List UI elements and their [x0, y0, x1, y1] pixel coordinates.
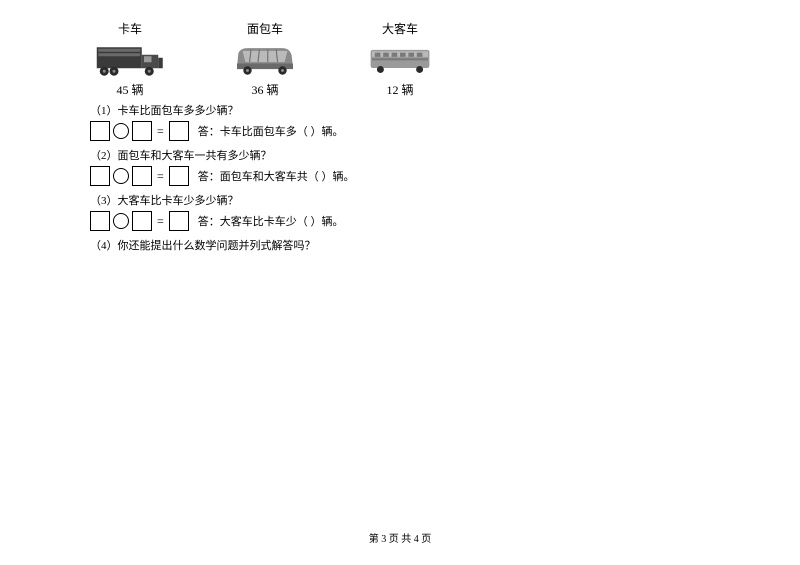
- answer-3: 答：大客车比卡车少（ ）辆。: [198, 213, 344, 229]
- vehicle-van: 面包车 36 辆: [225, 20, 305, 98]
- van-count: 36 辆: [251, 81, 278, 98]
- operator-circle[interactable]: [113, 123, 129, 139]
- operand-box[interactable]: [90, 211, 110, 231]
- result-box[interactable]: [169, 121, 189, 141]
- equation-2: = 答：面包车和大客车共（ ）辆。: [90, 166, 710, 186]
- question-2: （2）面包车和大客车一共有多少辆？: [90, 147, 710, 163]
- vehicle-row: 卡车 45 辆 面包车: [90, 20, 710, 98]
- operator-circle[interactable]: [113, 213, 129, 229]
- bus-label: 大客车: [382, 20, 418, 37]
- operand-box[interactable]: [132, 211, 152, 231]
- equation-3: = 答：大客车比卡车少（ ）辆。: [90, 211, 710, 231]
- result-box[interactable]: [169, 166, 189, 186]
- equation-1: = 答：卡车比面包车多（ ）辆。: [90, 121, 710, 141]
- equals-sign: =: [157, 124, 164, 139]
- van-icon: [228, 41, 303, 79]
- question-4: （4）你还能提出什么数学问题并列式解答吗？: [90, 237, 710, 253]
- vehicle-bus: 大客车 12 辆: [360, 20, 440, 98]
- question-3: （3）大客车比卡车少多少辆？: [90, 192, 710, 208]
- equals-sign: =: [157, 169, 164, 184]
- operand-box[interactable]: [132, 166, 152, 186]
- van-label: 面包车: [247, 20, 283, 37]
- result-box[interactable]: [169, 211, 189, 231]
- operand-box[interactable]: [90, 166, 110, 186]
- bus-icon: [363, 41, 438, 79]
- truck-count: 45 辆: [116, 81, 143, 98]
- operator-circle[interactable]: [113, 168, 129, 184]
- page-footer: 第 3 页 共 4 页: [0, 530, 800, 545]
- answer-1: 答：卡车比面包车多（ ）辆。: [198, 123, 344, 139]
- truck-icon: [93, 41, 168, 79]
- answer-2: 答：面包车和大客车共（ ）辆。: [198, 168, 355, 184]
- operand-box[interactable]: [90, 121, 110, 141]
- truck-label: 卡车: [118, 20, 142, 37]
- bus-count: 12 辆: [386, 81, 413, 98]
- equals-sign: =: [157, 214, 164, 229]
- operand-box[interactable]: [132, 121, 152, 141]
- question-1: （1）卡车比面包车多多少辆？: [90, 102, 710, 118]
- vehicle-truck: 卡车 45 辆: [90, 20, 170, 98]
